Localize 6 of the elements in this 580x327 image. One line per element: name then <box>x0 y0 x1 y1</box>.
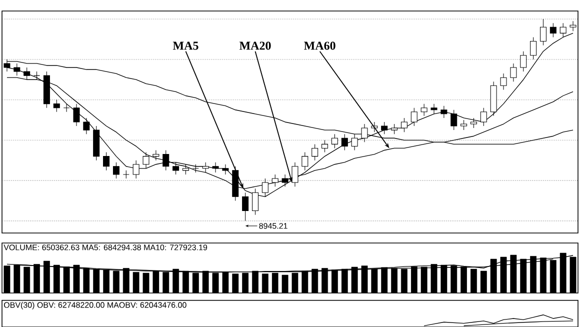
text: 8945.21 <box>259 223 288 229</box>
annotation: MA20 <box>239 42 271 50</box>
annotation: MA60 <box>304 42 336 50</box>
chart-title: OBV(30) OBV: 62748220.00 MAOBV: 62043476.00 <box>4 302 186 310</box>
chart-title: VOLUME: 650362.63 MA5: 684294.38 MA10: 727923.19 <box>4 244 208 250</box>
annotation: MA5 <box>172 42 198 50</box>
